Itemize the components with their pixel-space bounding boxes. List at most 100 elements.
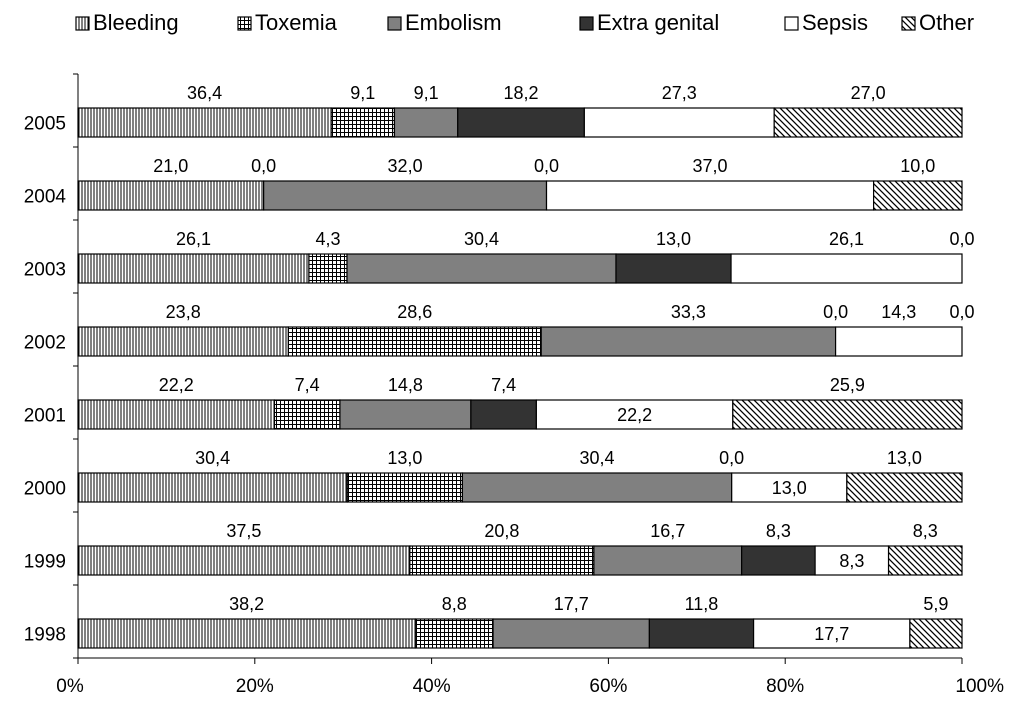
bar-segment-toxemia-1998 — [414, 618, 494, 649]
legend-label-other: Other — [919, 10, 974, 35]
legend-label-extra-genital: Extra genital — [597, 10, 719, 35]
legend-label-sepsis: Sepsis — [802, 10, 868, 35]
data-label-bleeding-1999: 37,5 — [226, 521, 261, 541]
bar-segment-embolism-1999 — [593, 545, 743, 576]
bar-segment-other-2005 — [773, 107, 963, 138]
data-label-sepsis-2002: 14,3 — [881, 302, 916, 322]
data-label-toxemia-2000: 13,0 — [387, 448, 422, 468]
bar-segment-bleeding-2002 — [77, 326, 289, 357]
data-label-other-2004: 10,0 — [900, 156, 935, 176]
y-tick-label: 2004 — [24, 187, 67, 208]
data-label-extra-genital-2003: 13,0 — [656, 229, 691, 249]
bar-segment-other-2001 — [732, 399, 963, 430]
x-tick-label: 80% — [766, 676, 804, 697]
legend-label-toxemia: Toxemia — [255, 10, 338, 35]
bars — [77, 107, 963, 649]
data-label-toxemia-2005: 9,1 — [350, 83, 375, 103]
bar-segment-embolism-2005 — [393, 107, 459, 138]
data-label-toxemia-1999: 20,8 — [484, 521, 519, 541]
bar-segment-other-1998 — [909, 618, 963, 649]
bar-segment-toxemia-2001 — [273, 399, 341, 430]
y-tick-label: 1999 — [24, 552, 66, 573]
y-tick-label: 2005 — [24, 114, 66, 135]
x-tick-label: 20% — [236, 676, 274, 697]
data-labels: 36,4 9,1 9,1 18,2 27,3 27,0 21,0 0,0 32,0 0,0 37,0… — [153, 83, 974, 644]
data-label-other-2001: 25,9 — [830, 375, 865, 395]
legend-swatch-sepsis — [784, 16, 799, 31]
data-label-embolism-2000: 30,4 — [580, 448, 615, 468]
data-label-sepsis-2005: 27,3 — [662, 83, 697, 103]
bar-segment-bleeding-2001 — [77, 399, 276, 430]
x-tick-label: 0% — [56, 676, 84, 697]
data-label-bleeding-2005: 36,4 — [187, 83, 222, 103]
bar-segment-sepsis-2005 — [583, 107, 775, 138]
data-label-embolism-2004: 32,0 — [388, 156, 423, 176]
data-label-bleeding-2000: 30,4 — [195, 448, 230, 468]
data-label-toxemia-2004: 0,0 — [251, 156, 276, 176]
bar-segment-extra-genital-1998 — [648, 618, 755, 649]
y-tick-label: 2001 — [24, 406, 66, 427]
data-label-embolism-1998: 17,7 — [554, 594, 589, 614]
y-tick-label: 1998 — [24, 625, 66, 646]
legend-label-embolism: Embolism — [405, 10, 502, 35]
legend-swatch-other — [901, 16, 916, 31]
bar-segment-embolism-1998 — [492, 618, 650, 649]
data-label-bleeding-1998: 38,2 — [229, 594, 264, 614]
data-label-other-1998: 5,9 — [923, 594, 948, 614]
legend-label-bleeding: Bleeding — [93, 10, 179, 35]
data-label-sepsis-1998: 17,7 — [814, 624, 849, 644]
bar-segment-bleeding-2000 — [77, 472, 348, 503]
data-label-sepsis-2003: 26,1 — [829, 229, 864, 249]
bar-segment-other-2000 — [846, 472, 963, 503]
legend-swatch-embolism — [387, 16, 402, 31]
data-label-embolism-2003: 30,4 — [464, 229, 499, 249]
data-label-extra-genital-2002: 0,0 — [823, 302, 848, 322]
data-label-sepsis-2001: 22,2 — [617, 405, 652, 425]
y-tick-label: 2000 — [24, 479, 66, 500]
data-label-embolism-2005: 9,1 — [414, 83, 439, 103]
bar-segment-toxemia-1999 — [409, 545, 595, 576]
data-label-toxemia-2001: 7,4 — [295, 375, 320, 395]
bar-segment-other-1999 — [887, 545, 963, 576]
data-label-extra-genital-2001: 7,4 — [491, 375, 516, 395]
bar-segment-extra-genital-2003 — [615, 253, 732, 284]
x-tick-label: 100% — [955, 676, 1004, 697]
bar-segment-sepsis-2002 — [834, 326, 963, 357]
data-label-extra-genital-2005: 18,2 — [504, 83, 539, 103]
bar-segment-sepsis-1998 — [752, 618, 911, 649]
bar-segment-sepsis-2003 — [730, 253, 963, 284]
bar-segment-sepsis-1999 — [814, 545, 890, 576]
bar-segment-embolism-2001 — [339, 399, 472, 430]
data-label-extra-genital-1999: 8,3 — [766, 521, 791, 541]
bar-segment-embolism-2000 — [461, 472, 733, 503]
data-label-extra-genital-1998: 11,8 — [685, 594, 719, 614]
legend-swatch-bleeding — [75, 16, 90, 31]
data-label-other-2000: 13,0 — [887, 448, 922, 468]
data-label-embolism-2001: 14,8 — [388, 375, 423, 395]
bar-segment-extra-genital-2001 — [470, 399, 537, 430]
data-label-toxemia-1998: 8,8 — [442, 594, 467, 614]
bar-segment-embolism-2003 — [346, 253, 617, 284]
legend: Bleeding Toxemia Embolism Extra genital Seps… — [75, 10, 974, 35]
bar-segment-toxemia-2002 — [287, 326, 542, 357]
data-label-toxemia-2002: 28,6 — [397, 302, 432, 322]
data-label-embolism-2002: 33,3 — [671, 302, 706, 322]
x-tick-label: 40% — [413, 676, 451, 697]
data-label-bleeding-2002: 23,8 — [166, 302, 201, 322]
x-tick-label: 60% — [589, 676, 627, 697]
bar-segment-bleeding-2004 — [77, 180, 265, 211]
data-label-bleeding-2001: 22,2 — [159, 375, 194, 395]
legend-swatch-extra-genital — [579, 16, 594, 31]
axes: 0% 20% 40% 60% 80% 100% 2005 2004 2003 2002 2001 20… — [24, 73, 1004, 697]
data-label-sepsis-2000: 13,0 — [772, 478, 807, 498]
bar-segment-bleeding-2003 — [77, 253, 310, 284]
bar-segment-toxemia-2003 — [308, 253, 348, 284]
data-label-sepsis-1999: 8,3 — [839, 551, 864, 571]
bar-segment-extra-genital-2005 — [457, 107, 585, 138]
data-label-toxemia-2003: 4,3 — [315, 229, 340, 249]
data-label-other-2003: 0,0 — [949, 229, 974, 249]
bar-segment-other-2004 — [872, 180, 963, 211]
bar-segment-embolism-2004 — [263, 180, 548, 211]
bar-segment-bleeding-1998 — [77, 618, 416, 649]
